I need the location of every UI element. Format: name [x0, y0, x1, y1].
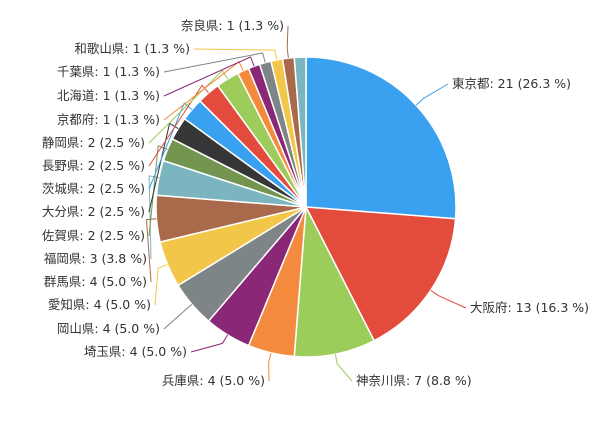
data-label: 大阪府: 13 (16.3 %): [470, 300, 589, 315]
data-label: 佐賀県: 2 (2.5 %): [42, 228, 145, 243]
leader-line: [154, 263, 168, 306]
leader-line: [148, 145, 168, 237]
leader-line: [148, 102, 193, 190]
pie-slice[interactable]: [293, 204, 376, 358]
data-label: 静岡県: 2 (2.5 %): [42, 135, 145, 150]
leader-line: [190, 334, 229, 353]
data-label: 埼玉県: 4 (5.0 %): [84, 344, 187, 359]
leader-line: [268, 352, 272, 382]
leader-line: [286, 25, 289, 59]
data-label: 千葉県: 1 (1.3 %): [57, 64, 160, 79]
data-label: 北海道: 1 (1.3 %): [57, 88, 160, 103]
leader-line: [430, 289, 467, 309]
leader-line: [334, 354, 353, 382]
data-label: 長野県: 2 (2.5 %): [42, 158, 145, 173]
leader-line: [148, 175, 159, 260]
leader-line: [148, 84, 209, 167]
data-label: 京都府: 1 (1.3 %): [57, 112, 160, 127]
data-label: 神奈川県: 7 (8.8 %): [356, 373, 472, 388]
leader-line: [163, 304, 193, 330]
data-label: 茨城県: 2 (2.5 %): [42, 181, 145, 196]
data-label: 愛知県: 4 (5.0 %): [48, 297, 151, 312]
leader-lines: [145, 25, 467, 382]
pie-slice[interactable]: [305, 56, 457, 220]
pie-slices: [155, 56, 457, 358]
leader-line: [145, 218, 157, 283]
data-label: 大分県: 2 (2.5 %): [42, 204, 145, 219]
data-label: 群馬県: 4 (5.0 %): [44, 274, 147, 289]
leader-line: [163, 56, 255, 97]
data-label: 奈良県: 1 (1.3 %): [181, 18, 284, 33]
leader-line: [193, 48, 278, 60]
leader-line: [415, 83, 449, 106]
data-labels: 東京都: 21 (26.3 %) 大阪府: 13 (16.3 %) 神奈川県: 7 …: [42, 18, 589, 388]
data-label: 岡山県: 4 (5.0 %): [57, 321, 160, 336]
data-label: 兵庫県: 4 (5.0 %): [162, 373, 265, 388]
data-label: 和歌山県: 1 (1.3 %): [74, 41, 190, 56]
pie-slice[interactable]: [293, 56, 307, 208]
data-label: 福岡県: 3 (3.8 %): [44, 251, 147, 266]
leader-line: [148, 69, 229, 144]
leader-line: [163, 52, 266, 73]
data-label: 東京都: 21 (26.3 %): [452, 76, 571, 91]
